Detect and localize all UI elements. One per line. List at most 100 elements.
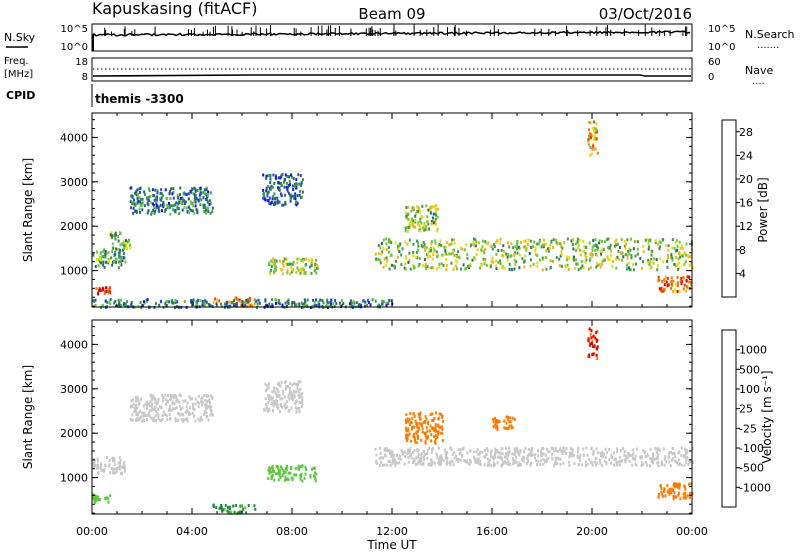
velocity-echo-cell: [133, 406, 136, 410]
velocity-echo-cell: [418, 426, 420, 430]
velocity-echo-cell: [684, 496, 687, 500]
power-echo-cell: [289, 196, 292, 200]
power-echo-cell: [374, 299, 377, 303]
power-echo-cell: [495, 240, 498, 244]
power-echo-cell: [109, 233, 112, 237]
power-echo-cell: [451, 249, 454, 253]
velocity-echo-cell: [386, 463, 389, 467]
power-echo-cell: [416, 205, 419, 209]
power-echo-cell: [412, 254, 415, 258]
velocity-echo-cell: [242, 507, 245, 511]
power-echo-cell: [601, 262, 604, 266]
power-echo-cell: [474, 238, 477, 242]
velocity-echo-cell: [170, 396, 173, 400]
velocity-echo-cell: [409, 412, 412, 415]
power-echo-cell: [406, 229, 409, 233]
power-echo-cell: [203, 192, 206, 195]
power-echo-cell: [620, 252, 623, 255]
velocity-echo-cell: [138, 417, 141, 421]
power-echo-cell: [138, 207, 141, 211]
power-echo-cell: [523, 239, 526, 243]
power-echo-cell: [294, 197, 297, 201]
velocity-echo-cell: [418, 413, 421, 417]
power-echo-cell: [420, 244, 423, 248]
power-echo-cell: [94, 304, 97, 307]
velocity-echo-cell: [587, 339, 590, 343]
velocity-echo-cell: [296, 386, 299, 390]
power-echo-cell: [545, 249, 548, 253]
power-echo-cell: [117, 239, 120, 243]
velocity-echo-cell: [595, 353, 598, 357]
power-echo-cell: [431, 216, 434, 220]
power-echo-cell: [642, 260, 644, 264]
power-echo-cell: [667, 283, 670, 287]
velocity-echo-cell: [593, 460, 596, 464]
velocity-echo-cell: [508, 450, 511, 454]
velocity-echo-cell: [683, 453, 686, 457]
power-echo-cell: [452, 267, 455, 271]
velocity-echo-cell: [161, 414, 164, 417]
velocity-echo-cell: [284, 395, 286, 399]
x-tick-label: 20:00: [576, 525, 608, 538]
velocity-echo-cell: [432, 428, 435, 432]
power-echo-cell: [111, 234, 114, 238]
power-echo-cell: [115, 260, 118, 264]
power-echo-cell: [321, 304, 324, 308]
velocity-echo-cell: [419, 459, 422, 463]
power-echo-cell: [313, 301, 316, 305]
velocity-echo-cell: [406, 439, 409, 442]
velocity-echo-cell: [208, 399, 211, 403]
velocity-echo-cell: [507, 463, 510, 467]
velocity-echo-cell: [602, 454, 605, 458]
power-echo-cell: [101, 303, 104, 307]
power-echo-cell: [628, 268, 631, 272]
velocity-echo-cell: [206, 406, 209, 410]
power-echo-cell: [207, 193, 209, 197]
velocity-echo-cell: [595, 339, 598, 343]
power-ytick-label: 3000: [60, 176, 88, 189]
velocity-echo-cell: [96, 466, 99, 470]
power-echo-cell: [414, 218, 417, 222]
velocity-echo-cell: [405, 413, 408, 417]
power-echo-cell: [236, 298, 239, 302]
power-echo-cell: [382, 238, 385, 242]
power-echo-cell: [270, 264, 273, 268]
power-echo-cell: [422, 241, 425, 244]
velocity-echo-cell: [649, 447, 652, 451]
power-echo-cell: [295, 186, 297, 190]
velocity-echo-cell: [263, 407, 266, 411]
power-echo-cell: [506, 255, 509, 259]
velocity-echo-cell: [298, 410, 301, 413]
velocity-echo-cell: [399, 454, 402, 458]
velocity-echo-cell: [552, 446, 554, 450]
power-echo-cell: [137, 192, 140, 196]
x-tick-label: 00:00: [676, 525, 708, 538]
power-echo-cell: [151, 188, 154, 192]
velocity-echo-cell: [211, 413, 214, 417]
power-echo-cell: [636, 252, 639, 256]
power-echo-cell: [436, 267, 438, 271]
velocity-echo-cell: [433, 435, 436, 439]
power-echo-cell: [103, 265, 106, 269]
velocity-echo-cell: [461, 453, 464, 457]
velocity-echo-cell: [297, 466, 300, 470]
power-echo-cell: [121, 259, 124, 263]
power-echo-cell: [407, 217, 410, 221]
power-echo-cell: [441, 253, 444, 257]
velocity-echo-cell: [515, 446, 518, 450]
velocity-echo-cell: [301, 399, 304, 403]
power-echo-cell: [442, 253, 445, 257]
power-echo-cell: [103, 248, 106, 252]
power-echo-cell: [286, 268, 289, 272]
power-echo-cell: [639, 257, 642, 260]
power-echo-cell: [152, 194, 154, 198]
power-echo-cell: [584, 260, 587, 264]
velocity-echo-cell: [451, 453, 454, 457]
power-echo-cell: [118, 303, 121, 307]
power-echo-cell: [385, 264, 388, 268]
power-echo-cell: [591, 254, 594, 258]
velocity-echo-cell: [417, 429, 419, 433]
power-echo-cell: [381, 302, 384, 306]
power-echo-cell: [253, 298, 256, 302]
velocity-echo-cell: [407, 456, 410, 460]
